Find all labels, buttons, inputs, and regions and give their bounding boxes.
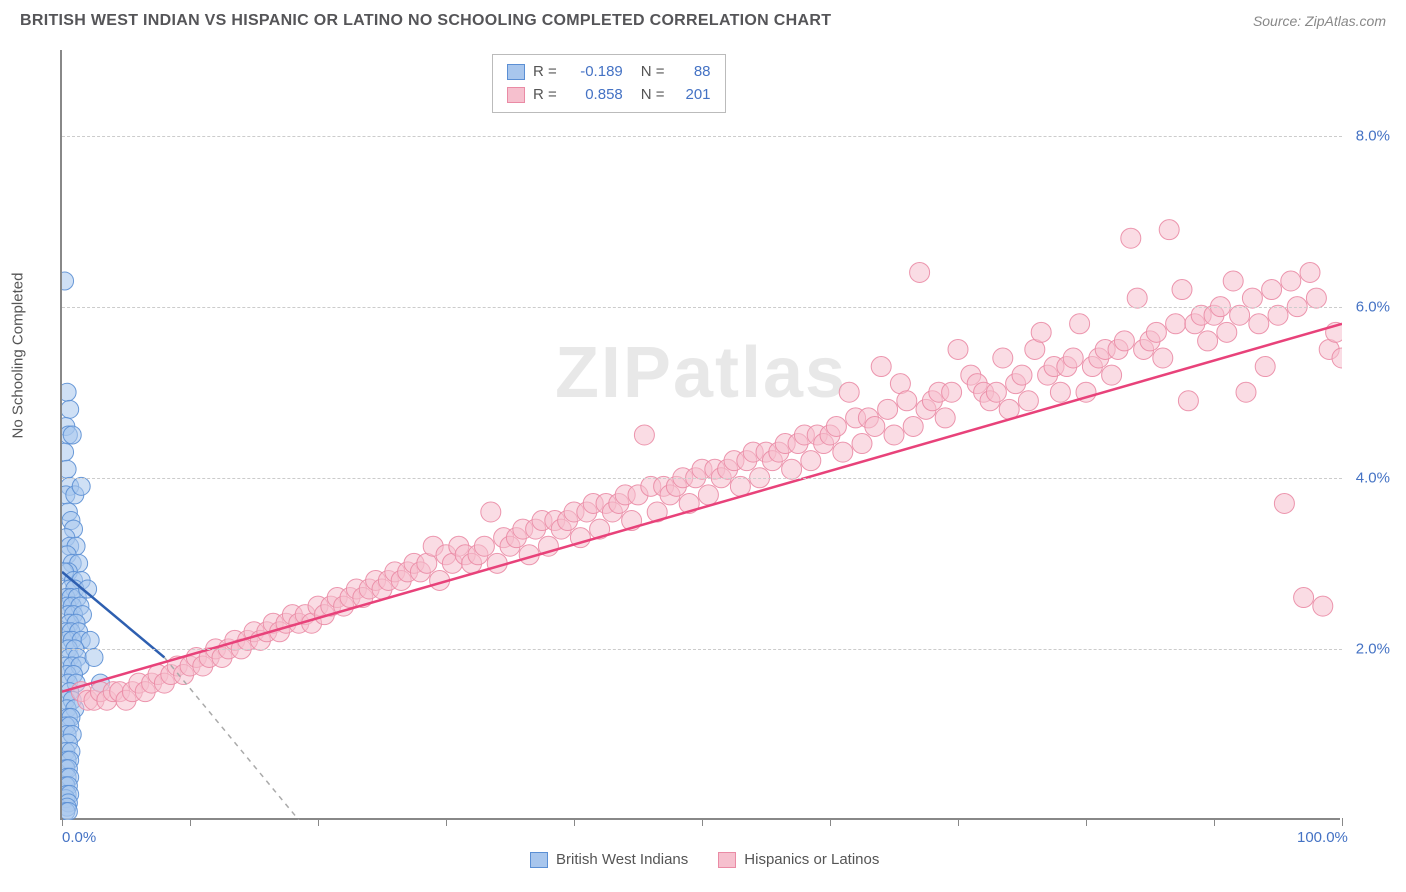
legend-swatch [530,852,548,868]
legend-swatch [507,87,525,103]
r-label: R = [533,61,557,84]
n-label: N = [641,61,665,84]
legend-stat-row: R = 0.858 N = 201 [507,84,711,107]
y-axis-label: No Schooling Completed [10,273,27,439]
r-value: -0.189 [565,61,623,84]
x-tick-label: 100.0% [1297,829,1348,846]
x-tick [318,818,319,826]
source-attribution: Source: ZipAtlas.com [1253,13,1386,29]
gridline [62,307,1342,308]
r-value: 0.858 [565,84,623,107]
series-legend: British West Indians Hispanics or Latinos [530,851,879,868]
gridline [62,478,1342,479]
x-tick [574,818,575,826]
legend-swatch [718,852,736,868]
n-value: 88 [673,61,711,84]
x-tick [62,818,63,826]
y-tick-label: 2.0% [1356,640,1390,657]
gridline [62,136,1342,137]
n-label: N = [641,84,665,107]
legend-swatch [507,64,525,80]
scatter-chart: No Schooling Completed ZIPatlas R =-0.18… [60,50,1380,840]
x-tick [1214,818,1215,826]
legend-series-item: British West Indians [530,851,688,868]
y-tick-label: 8.0% [1356,127,1390,144]
legend-series-label: Hispanics or Latinos [744,851,879,868]
x-tick [1342,818,1343,826]
x-tick [190,818,191,826]
plot-area: ZIPatlas R =-0.189N =88R =0.858N =201 2.… [60,50,1340,820]
chart-svg [62,50,1342,820]
correlation-legend: R = -0.189 N = 88 R = 0.858 N = 201 [492,54,726,113]
x-tick [830,818,831,826]
legend-series-item: Hispanics or Latinos [718,851,879,868]
x-tick-label: 0.0% [62,829,96,846]
x-tick [958,818,959,826]
y-tick-label: 4.0% [1356,469,1390,486]
legend-stat-row: R = -0.189 N = 88 [507,61,711,84]
x-tick [1086,818,1087,826]
r-label: R = [533,84,557,107]
n-value: 201 [673,84,711,107]
legend-series-label: British West Indians [556,851,688,868]
chart-title: BRITISH WEST INDIAN VS HISPANIC OR LATIN… [20,12,831,30]
x-tick [702,818,703,826]
chart-header: BRITISH WEST INDIAN VS HISPANIC OR LATIN… [0,0,1406,38]
y-tick-label: 6.0% [1356,298,1390,315]
gridline [62,649,1342,650]
x-tick [446,818,447,826]
